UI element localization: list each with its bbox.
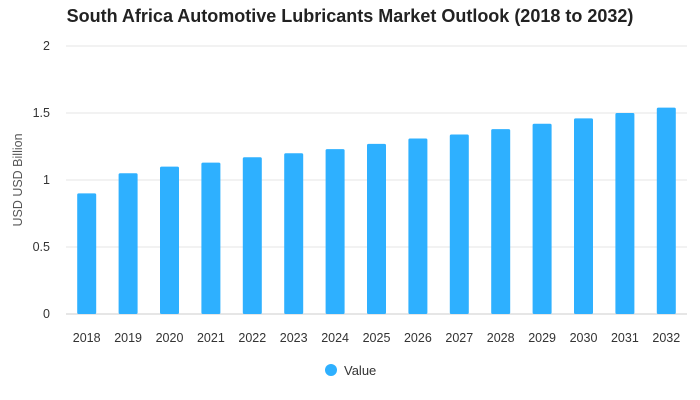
x-tick-label: 2025 (363, 331, 391, 345)
x-tick-label: 2023 (280, 331, 308, 345)
legend-marker (325, 364, 337, 376)
y-tick-label: 1.5 (33, 106, 50, 120)
x-axis-ticks: 2018 2019 2020 2021 2022 2023 2024 2025 2026 2027… (73, 331, 680, 345)
bar-2031 (615, 113, 635, 314)
legend-label: Value (344, 363, 376, 378)
x-tick-label: 2032 (652, 331, 680, 345)
x-tick-label: 2020 (156, 331, 184, 345)
bar-2024 (325, 149, 345, 314)
bar-2027 (449, 134, 469, 314)
chart-title: South Africa Automotive Lubricants Marke… (66, 6, 634, 26)
bar-2030 (574, 118, 593, 314)
bar-2020 (160, 166, 179, 314)
legend: Value (325, 363, 376, 378)
x-tick-label: 2030 (570, 331, 598, 345)
x-tick-label: 2021 (197, 331, 225, 345)
y-tick-label: 1 (43, 173, 50, 187)
x-tick-label: 2024 (321, 331, 349, 345)
y-axis-title: USD USD Billion (11, 133, 25, 226)
bar-2026 (408, 138, 428, 314)
x-tick-label: 2028 (487, 331, 515, 345)
y-tick-label: 0 (43, 307, 50, 321)
bar-2028 (491, 129, 511, 314)
bar-2032 (656, 107, 676, 314)
y-tick-label: 0.5 (33, 240, 50, 254)
bars (77, 107, 676, 314)
x-tick-label: 2027 (445, 331, 473, 345)
y-tick-label: 2 (43, 39, 50, 53)
x-tick-label: 2029 (528, 331, 556, 345)
bar-2021 (201, 162, 221, 314)
bar-2019 (118, 173, 138, 314)
bar-2029 (532, 123, 552, 314)
bar-2025 (367, 143, 386, 314)
bar-2023 (284, 153, 304, 314)
x-tick-label: 2031 (611, 331, 639, 345)
x-tick-label: 2018 (73, 331, 101, 345)
x-tick-label: 2019 (114, 331, 142, 345)
x-tick-label: 2026 (404, 331, 432, 345)
bar-2022 (242, 157, 262, 314)
bar-2018 (77, 193, 97, 314)
y-axis-ticks: 0 0.5 1 1.5 2 (33, 39, 50, 321)
x-tick-label: 2022 (238, 331, 266, 345)
